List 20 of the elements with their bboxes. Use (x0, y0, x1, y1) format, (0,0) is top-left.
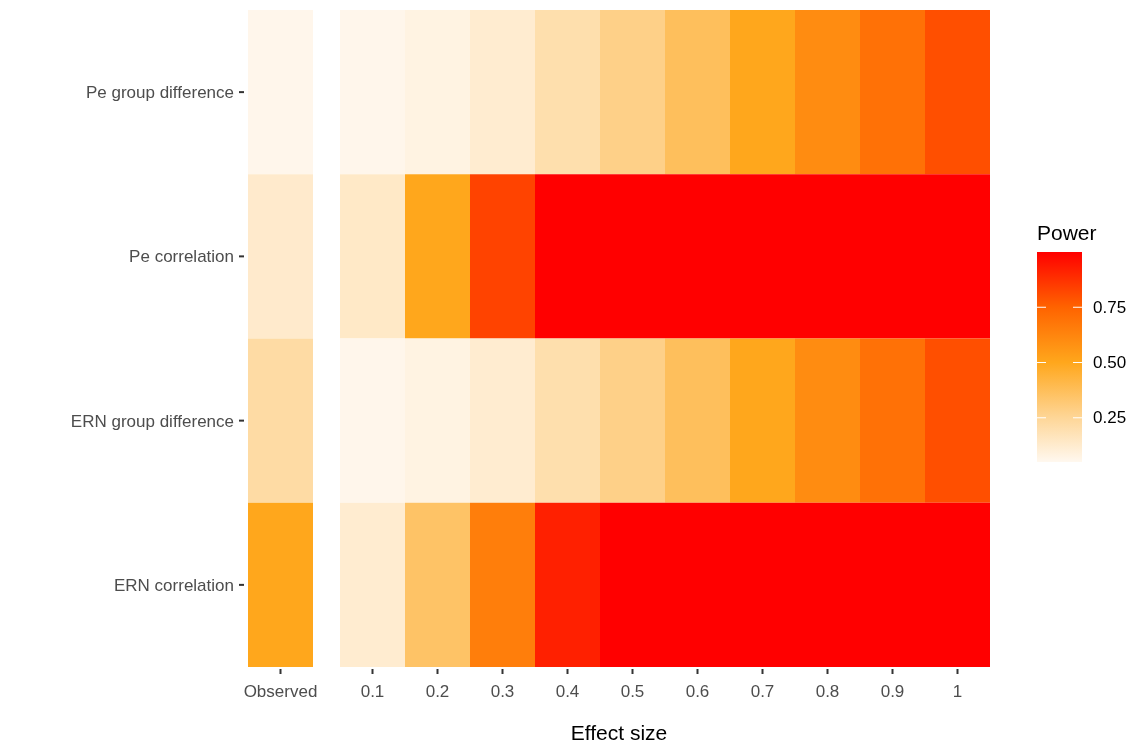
x-tick-label: 1 (952, 682, 963, 701)
x-tick-label: 0.4 (555, 682, 580, 701)
y-tick-label: Pe correlation (129, 247, 234, 267)
x-tick-label: 0.2 (425, 682, 450, 701)
x-tick-label: 0.9 (880, 682, 905, 701)
x-tick-label: 0.8 (815, 682, 840, 701)
color-bar-label: 0.25 (1093, 408, 1127, 428)
color-bar-label: 0.75 (1093, 297, 1127, 317)
x-tick-label: 0.7 (750, 682, 775, 701)
x-tick-label: 0.1 (360, 682, 385, 701)
color-bar-label: 0.50 (1093, 353, 1127, 373)
y-tick-label: ERN correlation (114, 575, 234, 595)
y-tick-label: ERN group difference (70, 411, 234, 431)
y-tick-label: Pe group difference (85, 83, 234, 103)
color-bar-title: Power (1037, 221, 1097, 244)
x-tick-label: Observed (243, 682, 318, 701)
x-axis-title: Effect size (570, 721, 668, 744)
x-tick-label: 0.3 (490, 682, 515, 701)
x-tick-label: 0.6 (685, 682, 710, 701)
x-tick-label: 0.5 (620, 682, 645, 701)
